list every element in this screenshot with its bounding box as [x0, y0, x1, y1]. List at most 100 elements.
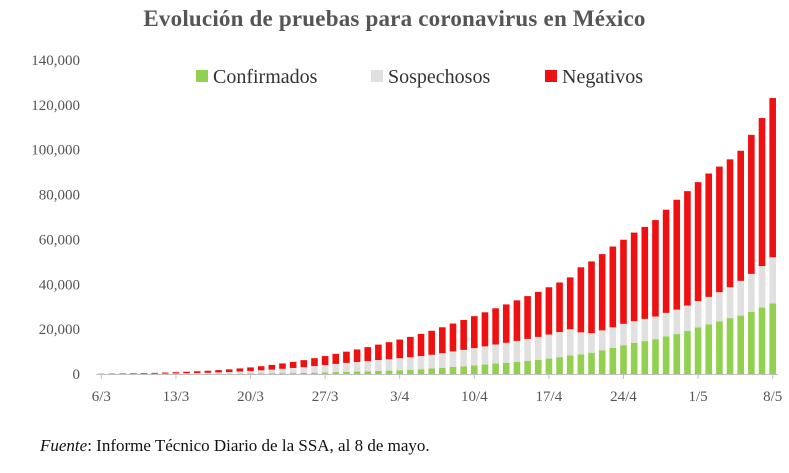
bar-sospechosos-5-4 — [417, 356, 425, 370]
bar-confirmados-24-4 — [620, 345, 627, 374]
bar-negativos-13-4 — [502, 304, 510, 343]
bar-negativos-8-5 — [769, 98, 776, 258]
bar-negativos-19-4 — [566, 277, 574, 330]
bar-negativos-15-4 — [524, 296, 531, 339]
bar-confirmados-30-4 — [684, 330, 691, 374]
bar-negativos-9-3 — [129, 373, 137, 374]
bar-negativos-12-3 — [161, 372, 169, 374]
bar-sospechosos-1-4 — [375, 360, 382, 371]
bar-sospechosos-2-5 — [705, 296, 713, 325]
bar-negativos-2-4 — [385, 342, 393, 360]
bar-confirmados-25-4 — [630, 342, 638, 374]
bar-sospechosos-22-3 — [268, 369, 276, 374]
bar-sospechosos-12-4 — [492, 344, 499, 364]
bar-confirmados-17-4 — [545, 358, 553, 374]
bar-confirmados-16-4 — [534, 359, 542, 374]
bar-negativos-8-4 — [449, 323, 457, 352]
bar-sospechosos-15-3 — [193, 373, 201, 374]
bar-sospechosos-16-4 — [534, 336, 542, 360]
bar-confirmados-5-5 — [737, 315, 745, 374]
x-tick-label: 17/4 — [536, 389, 563, 405]
bar-negativos-26-4 — [641, 226, 649, 319]
bar-confirmados-8-4 — [449, 366, 457, 374]
bar-negativos-9-4 — [460, 320, 467, 350]
x-tick-label: 6/3 — [92, 389, 111, 405]
x-tick-label: 27/3 — [312, 389, 339, 405]
bar-negativos-31-3 — [364, 347, 372, 362]
bar-confirmados-1-5 — [694, 327, 702, 374]
bar-confirmados-25-3 — [300, 372, 308, 374]
y-tick-label: 80,000 — [39, 188, 80, 204]
bar-negativos-13-3 — [172, 372, 180, 374]
bar-negativos-29-4 — [673, 199, 681, 310]
bar-negativos-6-5 — [748, 134, 755, 274]
bar-negativos-14-4 — [513, 300, 521, 341]
bar-sospechosos-27-3 — [321, 364, 329, 373]
bar-negativos-10-4 — [470, 316, 478, 349]
bar-negativos-26-3 — [311, 358, 318, 367]
bar-negativos-17-3 — [215, 370, 222, 373]
bar-sospechosos-15-4 — [524, 338, 531, 361]
bar-negativos-14-3 — [183, 371, 190, 374]
bar-sospechosos-5-5 — [737, 280, 745, 316]
bar-negativos-1-4 — [375, 344, 382, 361]
x-tick-label: 13/3 — [163, 389, 190, 405]
source-note: Fuente: Informe Técnico Diario de la SSA… — [40, 436, 430, 456]
bar-sospechosos-1-5 — [694, 301, 702, 328]
bar-negativos-2-5 — [705, 173, 713, 297]
bar-negativos-11-4 — [481, 312, 489, 347]
y-tick-label: 40,000 — [39, 277, 80, 293]
bar-confirmados-6-5 — [748, 312, 755, 374]
bar-confirmados-28-3 — [332, 372, 340, 374]
legend-label-negativos: Negativos — [562, 66, 643, 88]
bar-negativos-24-3 — [289, 361, 297, 368]
bar-sospechosos-31-3 — [364, 361, 372, 372]
bar-negativos-22-3 — [268, 364, 276, 370]
bar-sospechosos-19-4 — [566, 329, 574, 356]
bar-negativos-28-3 — [332, 353, 340, 364]
bar-confirmados-11-4 — [481, 364, 489, 374]
y-axis-ticks: 0 20,000 40,000 60,000 80,000 100,000 120,000 1… — [31, 53, 80, 383]
bar-confirmados-9-4 — [460, 366, 467, 374]
legend-label-sospechosos: Sospechosos — [388, 66, 490, 88]
bar-negativos-4-4 — [407, 336, 414, 358]
x-tick-label: 20/3 — [237, 389, 264, 405]
bar-confirmados-1-4 — [375, 370, 382, 374]
bar-confirmados-23-3 — [279, 373, 286, 374]
bar-confirmados-27-4 — [652, 339, 659, 374]
bar-negativos-16-4 — [534, 291, 542, 337]
bar-confirmados-30-3 — [353, 371, 361, 374]
bar-sospechosos-25-3 — [300, 367, 308, 373]
bar-confirmados-14-4 — [513, 361, 521, 374]
bar-negativos-5-5 — [737, 150, 745, 281]
bar-sospechosos-30-3 — [353, 362, 361, 372]
bar-confirmados-31-3 — [364, 371, 372, 374]
bar-stacks — [98, 98, 776, 374]
y-tick-label: 120,000 — [31, 98, 80, 114]
y-tick-label: 140,000 — [31, 53, 80, 69]
bar-confirmados-24-3 — [289, 373, 297, 374]
bar-sospechosos-24-3 — [289, 367, 297, 374]
bar-confirmados-10-4 — [470, 365, 478, 374]
bar-negativos-5-4 — [417, 333, 425, 357]
x-tick-label: 24/4 — [610, 389, 637, 405]
source-text: : Informe Técnico Diario de la SSA, al 8… — [87, 436, 430, 455]
bar-negativos-28-4 — [662, 209, 670, 313]
bar-confirmados-2-5 — [705, 324, 713, 374]
bar-sospechosos-17-4 — [545, 334, 553, 359]
bar-confirmados-19-4 — [566, 355, 574, 374]
bar-confirmados-2-4 — [385, 370, 393, 374]
bar-sospechosos-2-4 — [385, 359, 393, 371]
bar-sospechosos-14-4 — [513, 340, 521, 362]
bar-sospechosos-22-4 — [598, 330, 606, 351]
bar-sospechosos-29-3 — [343, 362, 350, 372]
bar-negativos-15-3 — [193, 371, 201, 374]
y-tick-label: 0 — [73, 367, 81, 383]
bar-negativos-19-3 — [236, 368, 244, 372]
bar-confirmados-21-3 — [257, 373, 265, 374]
bar-sospechosos-21-4 — [588, 333, 595, 353]
legend-swatch-sospechosos — [371, 70, 383, 82]
y-tick-label: 20,000 — [39, 322, 80, 338]
bar-negativos-4-5 — [726, 159, 734, 288]
bar-negativos-10-3 — [140, 373, 148, 374]
